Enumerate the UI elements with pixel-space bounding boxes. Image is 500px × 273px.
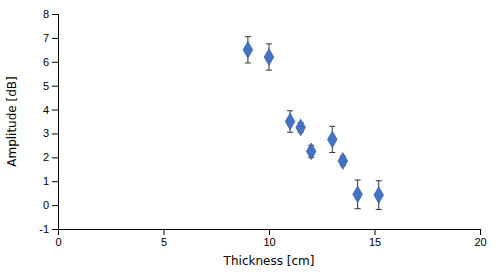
chart: 0 5 10 15 20 -1 0 1 2 3 4 5 6 7 8 Thickness [cm] Amplitu… (0, 0, 500, 273)
tick-label: 5 (43, 80, 49, 92)
tick: 4 (43, 104, 58, 116)
tick-label: 7 (43, 32, 49, 44)
point (285, 113, 295, 130)
tick: 7 (43, 32, 58, 44)
point (243, 42, 253, 59)
tick-label: 0 (43, 199, 49, 211)
point (306, 143, 316, 160)
tick-mark (52, 205, 58, 206)
tick-mark (52, 62, 58, 63)
tick: 8 (43, 8, 58, 20)
x-axis-title: Thickness [cm] (223, 254, 315, 268)
tick-label: 6 (43, 56, 49, 68)
tick-label: 10 (263, 236, 275, 248)
tick-label: 15 (369, 236, 381, 248)
y-axis-line (52, 15, 59, 230)
point (353, 186, 363, 203)
point (296, 119, 306, 136)
point (327, 131, 337, 148)
point (264, 49, 274, 66)
tick: 0 (43, 199, 58, 211)
x-axis-line (59, 230, 481, 236)
y-axis: -1 0 1 2 3 4 5 6 7 8 (39, 8, 58, 235)
y-axis-title: Amplitude [dB] (5, 76, 19, 167)
tick-label: 2 (43, 151, 49, 163)
tick-label: 8 (43, 8, 49, 20)
tick: 2 (43, 151, 58, 163)
tick-mark (480, 229, 481, 235)
marks (243, 37, 383, 210)
tick-mark (52, 181, 58, 182)
tick-label: -1 (39, 223, 49, 235)
error-bars (245, 37, 382, 210)
tick-label: 20 (474, 236, 486, 248)
tick: 1 (43, 175, 58, 187)
plot: 0 5 10 15 20 -1 0 1 2 3 4 5 6 7 8 (39, 8, 486, 248)
tick-label: 4 (43, 104, 49, 116)
tick: 0 (55, 229, 61, 248)
tick-mark (52, 86, 58, 87)
tick: 15 (369, 229, 381, 248)
points (243, 42, 383, 204)
tick-label: 0 (55, 236, 61, 248)
tick-mark (52, 14, 58, 15)
tick: 20 (474, 229, 486, 248)
point (374, 187, 384, 204)
tick-label: 1 (43, 175, 49, 187)
tick: 5 (161, 229, 167, 248)
tick-mark (269, 229, 270, 235)
tick: 6 (43, 56, 58, 68)
tick: 3 (43, 127, 58, 139)
tick-mark (52, 229, 58, 230)
tick-label: 5 (161, 236, 167, 248)
tick: 5 (43, 80, 58, 92)
point (338, 153, 348, 170)
tick: 10 (263, 229, 275, 248)
tick-mark (52, 157, 58, 158)
tick-mark (52, 38, 58, 39)
x-axis: 0 5 10 15 20 (55, 229, 486, 248)
tick-label: 3 (43, 127, 49, 139)
tick-mark (52, 133, 58, 134)
tick: -1 (39, 223, 58, 235)
tick-mark (164, 229, 165, 235)
tick-mark (52, 110, 58, 111)
tick-mark (375, 229, 376, 235)
